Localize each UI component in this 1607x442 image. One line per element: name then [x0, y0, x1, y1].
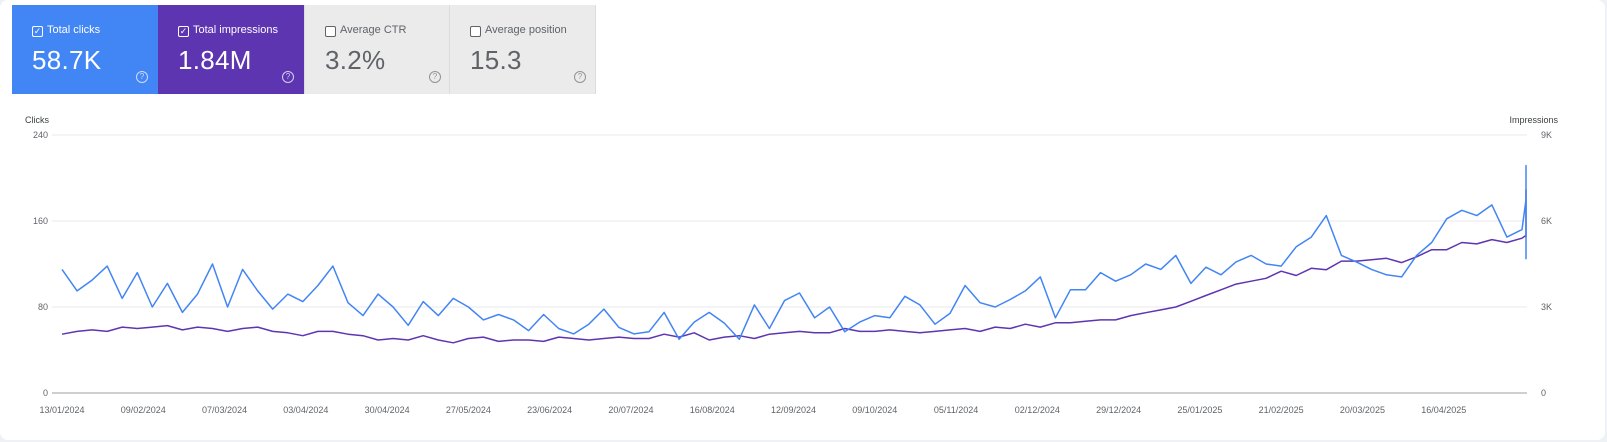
- y2-tick-label: 3K: [1541, 302, 1552, 312]
- help-icon[interactable]: ?: [429, 71, 441, 83]
- metric-value: 3.2%: [325, 45, 386, 75]
- x-tick-label: 20/03/2025: [1340, 405, 1385, 415]
- metric-card-total-impressions[interactable]: ✓ Total impressions 1.84M ?: [158, 5, 304, 94]
- y-axis-title: Clicks: [25, 115, 49, 125]
- metric-card-average-position[interactable]: Average position 15.3 ?: [450, 5, 596, 94]
- y2-tick-label: 6K: [1541, 216, 1552, 226]
- x-tick-label: 13/01/2024: [39, 405, 84, 415]
- x-tick-label: 30/04/2024: [365, 405, 410, 415]
- x-tick-label: 16/04/2025: [1421, 405, 1466, 415]
- x-tick-label: 27/05/2024: [446, 405, 491, 415]
- metric-value: 58.7K: [32, 45, 102, 75]
- help-icon[interactable]: ?: [136, 71, 148, 83]
- x-tick-label: 23/06/2024: [527, 405, 572, 415]
- y2-tick-label: 0: [1541, 388, 1546, 398]
- x-tick-label: 09/02/2024: [121, 405, 166, 415]
- metric-card-average-ctr[interactable]: Average CTR 3.2% ?: [304, 5, 450, 94]
- checkbox-unchecked-icon[interactable]: [325, 26, 336, 37]
- x-tick-label: 03/04/2024: [283, 405, 328, 415]
- metric-label: Total clicks: [47, 24, 101, 36]
- metric-label: Total impressions: [193, 24, 278, 36]
- x-tick-label: 29/12/2024: [1096, 405, 1141, 415]
- series-line-impressions: [61, 189, 1527, 344]
- x-tick-label: 12/09/2024: [771, 405, 816, 415]
- y2-axis-title: Impressions: [1509, 115, 1558, 125]
- y-tick-label: 160: [33, 216, 48, 226]
- metric-card-total-clicks[interactable]: ✓ Total clicks 58.7K ?: [12, 5, 158, 94]
- x-tick-label: 09/10/2024: [852, 405, 897, 415]
- y-tick-label: 240: [33, 130, 48, 140]
- x-tick-label: 05/11/2024: [934, 405, 978, 415]
- series-line-clicks: [61, 165, 1527, 341]
- metric-cards: ✓ Total clicks 58.7K ? ✓ Total impressio…: [12, 5, 596, 94]
- y-tick-label: 0: [43, 388, 48, 398]
- help-icon[interactable]: ?: [574, 71, 586, 83]
- x-tick-label: 02/12/2024: [1015, 405, 1060, 415]
- y2-tick-label: 9K: [1541, 130, 1552, 140]
- x-tick-label: 20/07/2024: [608, 405, 653, 415]
- metric-value: 1.84M: [178, 45, 252, 75]
- x-tick-label: 25/01/2025: [1177, 405, 1222, 415]
- metric-label: Average CTR: [340, 24, 407, 36]
- y-tick-label: 80: [38, 302, 48, 312]
- help-icon[interactable]: ?: [282, 71, 294, 83]
- checkbox-checked-icon[interactable]: ✓: [32, 26, 43, 37]
- checkbox-checked-icon[interactable]: ✓: [178, 26, 189, 37]
- metric-label: Average position: [485, 24, 567, 36]
- x-tick-label: 07/03/2024: [202, 405, 247, 415]
- x-tick-label: 21/02/2025: [1259, 405, 1304, 415]
- metric-value: 15.3: [470, 45, 522, 75]
- checkbox-unchecked-icon[interactable]: [470, 26, 481, 37]
- x-tick-label: 16/08/2024: [690, 405, 735, 415]
